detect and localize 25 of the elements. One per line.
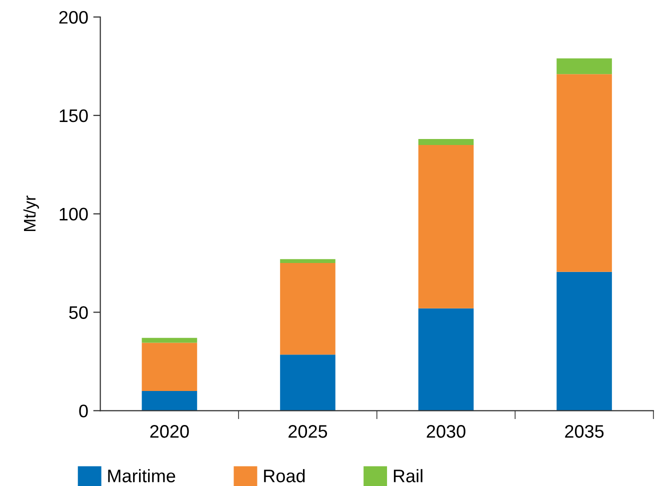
bar [556, 58, 612, 74]
y-axis-title: Mt/yr [23, 196, 39, 231]
bar [280, 259, 336, 264]
bar [418, 144, 474, 308]
bar [142, 390, 198, 411]
bar [280, 354, 336, 411]
bar [280, 263, 336, 355]
bar [142, 342, 198, 391]
y-tick-label: 200 [59, 10, 88, 24]
y-tick-label: 100 [60, 208, 88, 221]
x-tick-label: 2025 [288, 425, 328, 438]
x-tick-label: 2020 [150, 425, 189, 438]
y-tick-label: 150 [60, 109, 88, 122]
bar [556, 272, 612, 411]
bar [556, 74, 612, 272]
legend-label: Maritime [108, 469, 176, 482]
bar [142, 338, 198, 343]
y-tick-label: 0 [79, 404, 88, 418]
x-tick-label: 2030 [426, 425, 466, 438]
bar [418, 139, 474, 145]
bar [418, 308, 474, 411]
y-tick-label: 50 [69, 306, 88, 319]
x-tick-label: 2035 [565, 425, 604, 438]
legend-label: Road [264, 469, 305, 482]
legend-label: Rail [394, 469, 422, 482]
